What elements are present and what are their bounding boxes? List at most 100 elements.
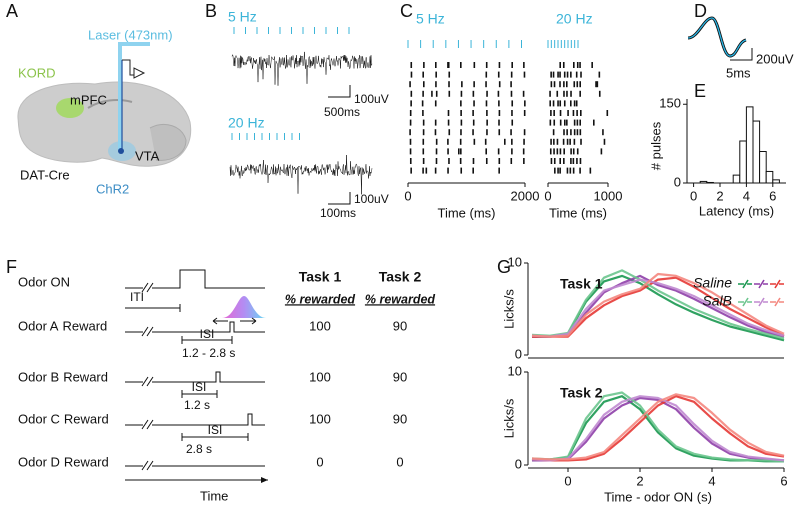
line-series bbox=[532, 276, 785, 338]
line-series bbox=[531, 278, 785, 338]
legend-swatch bbox=[754, 297, 768, 307]
x-tick-label: 6 bbox=[769, 188, 776, 203]
panel-label: A bbox=[6, 1, 18, 21]
cerebellum bbox=[149, 124, 187, 161]
scale-label: 100uV bbox=[354, 92, 389, 106]
isi-label: ISI bbox=[200, 327, 215, 341]
reward-label: Reward bbox=[62, 318, 107, 333]
raster-title: 20 Hz bbox=[556, 11, 593, 27]
x-tick-label: 0 bbox=[544, 188, 551, 203]
odor-label: Odor C bbox=[18, 411, 60, 426]
legend-label: Saline bbox=[693, 275, 732, 291]
table-cell: 90 bbox=[393, 411, 407, 426]
x-tick-label: 2 bbox=[716, 188, 723, 203]
x-tick-label: 0 bbox=[564, 473, 571, 488]
line-series bbox=[531, 391, 785, 463]
scale-label: 500ms bbox=[324, 105, 360, 119]
scale-label: 100uV bbox=[354, 192, 389, 206]
break-mark bbox=[141, 282, 154, 293]
bar bbox=[732, 174, 741, 184]
electrode-symbol bbox=[122, 59, 134, 76]
bar bbox=[759, 151, 767, 184]
y-axis-label: Licks/s bbox=[501, 289, 516, 329]
break-mark bbox=[141, 376, 154, 387]
panel-title: Task 1 bbox=[560, 276, 603, 292]
voltage-trace bbox=[229, 154, 373, 195]
table-subheader: % rewarded bbox=[365, 292, 436, 306]
scale-bar bbox=[328, 85, 351, 98]
table-cell: 100 bbox=[309, 411, 331, 426]
reward-label: Reward bbox=[64, 411, 109, 426]
x-axis-label: Time (ms) bbox=[437, 205, 495, 220]
legend-swatch bbox=[770, 279, 784, 289]
laser-label: Laser (473nm) bbox=[88, 27, 173, 42]
table-cell: 100 bbox=[309, 369, 331, 384]
legend-swatch bbox=[738, 297, 752, 307]
y-tick-label: 150 bbox=[659, 96, 681, 111]
table-cell: 0 bbox=[316, 454, 323, 469]
y-tick-label: 10 bbox=[508, 254, 522, 269]
x-tick-label: 4 bbox=[743, 188, 750, 203]
time-label: Time bbox=[200, 488, 228, 503]
line-series bbox=[531, 272, 785, 338]
scale-label: 200uV bbox=[756, 51, 794, 66]
panel-title: Task 2 bbox=[560, 385, 603, 401]
scale-label: 100ms bbox=[320, 206, 356, 220]
scale-label: 5ms bbox=[726, 65, 751, 80]
reward-label: Reward bbox=[63, 369, 108, 384]
y-tick-label: 0 bbox=[515, 346, 522, 361]
arrow bbox=[212, 317, 257, 325]
isi-value: 1.2 s bbox=[184, 398, 210, 412]
electrode-symbol bbox=[133, 67, 146, 79]
bar bbox=[765, 170, 774, 184]
isi-label: ISI bbox=[208, 423, 223, 437]
panel-label: E bbox=[694, 81, 706, 101]
trace bbox=[152, 413, 265, 426]
x-tick-label: 2 bbox=[636, 473, 643, 488]
waveform bbox=[687, 17, 747, 57]
timeline bbox=[125, 269, 268, 483]
scale-bar bbox=[730, 48, 753, 61]
panel-label: B bbox=[205, 1, 217, 21]
x-axis-label: Time (ms) bbox=[549, 205, 607, 220]
break-mark bbox=[141, 419, 154, 430]
mpfc-label: mPFC bbox=[70, 92, 107, 107]
panel-label: D bbox=[694, 1, 707, 21]
vta-label: VTA bbox=[135, 148, 160, 163]
kord-label: KORD bbox=[18, 65, 56, 80]
panel-label: F bbox=[6, 257, 17, 277]
odor-label: Odor D bbox=[18, 454, 60, 469]
legend-swatch bbox=[738, 279, 752, 289]
odor-label: Odor A bbox=[18, 318, 59, 333]
table-cell: 100 bbox=[309, 318, 331, 333]
trace bbox=[152, 321, 265, 333]
brain-fold bbox=[87, 99, 133, 109]
y-tick-label: 0 bbox=[674, 174, 681, 189]
bar bbox=[739, 140, 747, 184]
line-series bbox=[531, 395, 785, 462]
x-tick-label: 4 bbox=[708, 473, 715, 488]
rate-label: 5 Hz bbox=[228, 9, 257, 25]
legend-swatch bbox=[754, 279, 768, 289]
line-series bbox=[531, 269, 785, 340]
voltage-trace bbox=[231, 51, 373, 86]
table-header: Task 2 bbox=[379, 269, 422, 285]
reward-label: Reward bbox=[64, 454, 109, 469]
x-axis-label: Time - odor ON (s) bbox=[604, 489, 712, 504]
electrode-tip bbox=[118, 148, 124, 154]
x-tick-label: 2000 bbox=[511, 188, 540, 203]
break-mark bbox=[141, 326, 154, 337]
table-cell: 0 bbox=[396, 454, 403, 469]
y-axis-label: Licks/s bbox=[501, 398, 516, 438]
x-tick-label: 6 bbox=[780, 473, 787, 488]
raster-title: 5 Hz bbox=[416, 11, 445, 27]
table-cell: 90 bbox=[393, 318, 407, 333]
table-cell: 90 bbox=[393, 369, 407, 384]
y-tick-label: 10 bbox=[508, 363, 522, 378]
x-axis-label: Latency (ms) bbox=[699, 203, 774, 218]
bar bbox=[745, 106, 754, 184]
x-tick-label: 0 bbox=[404, 188, 411, 203]
